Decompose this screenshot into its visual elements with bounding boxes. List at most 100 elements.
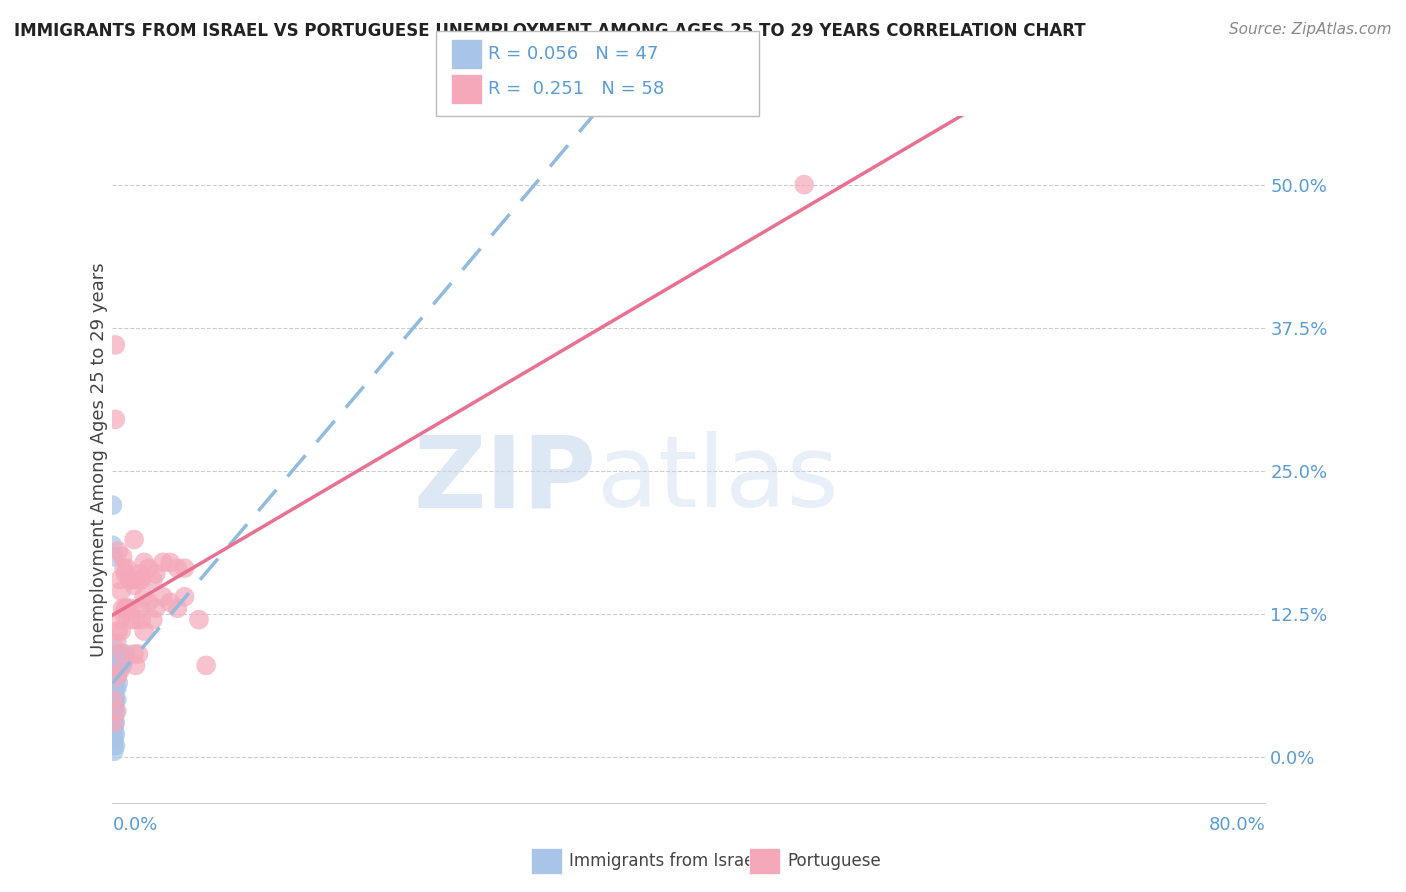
Text: ZIP: ZIP: [413, 432, 596, 528]
Point: [122, 647, 145, 661]
Point: [120, 573, 142, 587]
Point: [115, 561, 138, 575]
Point: [105, 635, 128, 649]
Point: [104, 739, 127, 753]
Point: [142, 613, 165, 627]
Point: [105, 658, 128, 673]
Point: [188, 613, 211, 627]
Point: [111, 658, 134, 673]
Point: [128, 601, 150, 615]
Point: [138, 595, 160, 609]
Point: [118, 573, 141, 587]
Point: [122, 578, 145, 592]
Point: [108, 664, 131, 678]
Point: [107, 675, 129, 690]
Point: [115, 601, 138, 615]
Text: R =  0.251   N = 58: R = 0.251 N = 58: [488, 80, 664, 98]
Point: [104, 681, 127, 696]
Point: [114, 647, 136, 661]
Point: [173, 590, 195, 604]
Point: [122, 533, 145, 547]
Point: [124, 658, 146, 673]
Point: [159, 555, 181, 570]
Point: [112, 653, 135, 667]
Point: [166, 601, 188, 615]
Point: [104, 412, 127, 426]
Point: [134, 555, 156, 570]
Text: 80.0%: 80.0%: [1209, 816, 1265, 834]
Point: [142, 573, 165, 587]
Point: [104, 727, 127, 741]
Point: [103, 698, 125, 713]
Text: Portuguese: Portuguese: [787, 852, 882, 870]
Point: [152, 590, 174, 604]
Point: [105, 692, 128, 706]
Point: [114, 566, 136, 581]
Point: [793, 178, 815, 192]
Point: [103, 658, 125, 673]
Point: [107, 544, 129, 558]
Point: [128, 566, 150, 581]
Point: [104, 715, 127, 730]
Point: [103, 715, 125, 730]
Point: [103, 739, 125, 753]
Point: [124, 573, 146, 587]
Point: [107, 653, 129, 667]
Point: [103, 704, 125, 718]
Point: [108, 613, 131, 627]
Point: [110, 653, 132, 667]
Point: [107, 624, 129, 639]
Point: [104, 641, 127, 656]
Point: [103, 653, 125, 667]
Point: [103, 715, 125, 730]
Point: [103, 727, 125, 741]
Point: [103, 692, 125, 706]
Point: [138, 561, 160, 575]
Point: [108, 658, 131, 673]
Point: [103, 732, 125, 747]
Point: [103, 744, 125, 758]
Point: [173, 561, 195, 575]
Point: [112, 607, 135, 621]
Point: [104, 704, 127, 718]
Point: [104, 653, 127, 667]
Point: [105, 647, 128, 661]
Text: 0.0%: 0.0%: [112, 816, 157, 834]
Point: [124, 613, 146, 627]
Y-axis label: Unemployment Among Ages 25 to 29 years: Unemployment Among Ages 25 to 29 years: [90, 262, 108, 657]
Text: Immigrants from Israel: Immigrants from Israel: [569, 852, 759, 870]
Point: [112, 561, 135, 575]
Point: [104, 338, 127, 352]
Point: [129, 573, 153, 587]
Point: [114, 601, 136, 615]
Point: [104, 692, 127, 706]
Point: [103, 664, 125, 678]
Point: [118, 601, 141, 615]
Point: [104, 670, 127, 684]
Point: [145, 601, 167, 615]
Point: [103, 670, 125, 684]
Point: [107, 664, 129, 678]
Point: [134, 590, 156, 604]
Point: [101, 538, 124, 552]
Text: atlas: atlas: [596, 432, 838, 528]
Point: [110, 584, 132, 599]
Point: [103, 692, 125, 706]
Point: [104, 658, 127, 673]
Point: [103, 675, 125, 690]
Point: [110, 624, 132, 639]
Point: [111, 647, 134, 661]
Point: [127, 573, 149, 587]
Point: [105, 670, 128, 684]
Point: [103, 710, 125, 724]
Point: [105, 664, 128, 678]
Point: [103, 722, 125, 736]
Point: [105, 670, 128, 684]
Point: [111, 549, 134, 564]
Text: Source: ZipAtlas.com: Source: ZipAtlas.com: [1229, 22, 1392, 37]
Point: [111, 601, 134, 615]
Point: [152, 555, 174, 570]
Point: [105, 681, 128, 696]
Point: [129, 613, 153, 627]
Point: [101, 498, 124, 512]
